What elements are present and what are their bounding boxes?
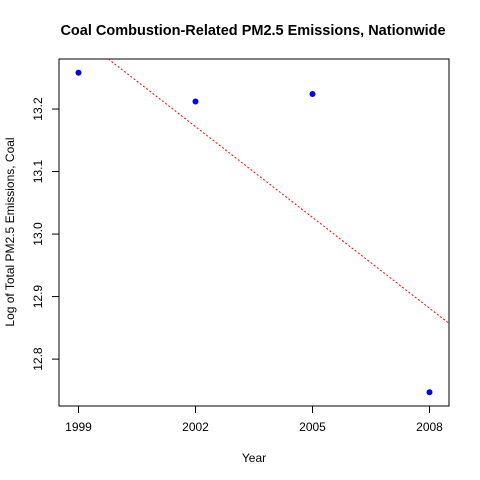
- y-tick-label-12.9: 12.9: [31, 285, 45, 309]
- data-point-1999: [75, 69, 82, 76]
- x-axis: 1999 2002 2005 2008: [65, 405, 443, 434]
- y-tick-label-13.0: 13.0: [31, 222, 45, 246]
- x-axis-title: Year: [242, 451, 266, 465]
- x-tick-label-1999: 1999: [65, 420, 92, 434]
- plot-frame: [58, 58, 450, 407]
- y-axis-title: Log of Total PM2.5 Emissions, Coal: [3, 137, 17, 326]
- y-tick-label-13.1: 13.1: [31, 160, 45, 184]
- data-point-2002: [192, 98, 199, 105]
- y-tick-label-13.2: 13.2: [31, 97, 45, 121]
- y-axis: 12.8 12.9 13.0 13.1 13.2: [31, 97, 60, 371]
- data-point-2008: [426, 389, 433, 396]
- y-tick-label-12.8: 12.8: [31, 347, 45, 371]
- trend-line-layer: [108, 58, 450, 324]
- trend-line: [108, 58, 450, 324]
- data-points-layer: [75, 69, 433, 396]
- x-tick-label-2005: 2005: [299, 420, 326, 434]
- x-tick-label-2002: 2002: [182, 420, 209, 434]
- data-point-2005: [309, 91, 316, 98]
- x-tick-label-2008: 2008: [416, 420, 443, 434]
- chart-title: Coal Combustion-Related PM2.5 Emissions,…: [60, 23, 445, 39]
